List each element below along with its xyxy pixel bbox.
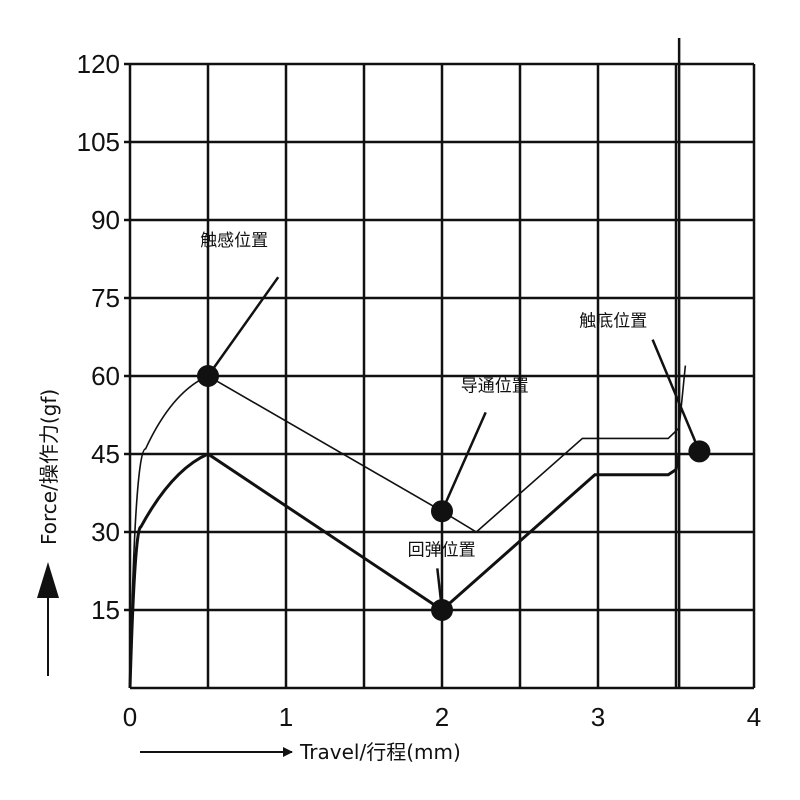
tick-labels: 0 1 2 3 4 15 30 45 60 75 90 105 120: [77, 49, 762, 732]
x-tick-label: 3: [591, 702, 605, 732]
x-tick-label: 2: [435, 702, 449, 732]
annotation-label: 触底位置: [579, 312, 647, 332]
y-tick-label: 75: [91, 283, 120, 313]
y-tick-label: 90: [91, 205, 120, 235]
force-curves: [128, 365, 687, 689]
force-curve-thin: [129, 365, 687, 689]
x-axis-title: Travel/行程(mm): [299, 740, 461, 764]
annotation-markers: [197, 365, 711, 621]
annotation-marker: [197, 365, 219, 387]
annotation-marker: [688, 440, 711, 463]
force-curve-thick: [128, 452, 681, 689]
y-tick-label: 60: [91, 361, 120, 391]
y-tick-label: 120: [77, 49, 120, 79]
annotation-leader: [651, 339, 701, 452]
annotation-label: 触感位置: [200, 231, 268, 251]
annotation-leader: [206, 276, 280, 377]
y-axis-arrowhead: [37, 562, 59, 598]
y-tick-label: 105: [77, 127, 120, 157]
annotation-marker: [431, 599, 453, 621]
y-axis-title: Force/操作力(gf): [37, 389, 61, 545]
annotation-label: 回弹位置: [408, 540, 476, 560]
grid: [124, 62, 756, 690]
annotation-label: 导通位置: [461, 377, 529, 397]
x-tick-label: 0: [123, 702, 137, 732]
annotation-leader: [440, 411, 487, 512]
x-tick-label: 4: [747, 702, 761, 732]
annotation-leaders: [206, 276, 701, 611]
y-tick-label: 15: [91, 595, 120, 625]
annotation-marker: [431, 500, 453, 523]
x-tick-label: 1: [279, 702, 293, 732]
y-tick-label: 30: [91, 517, 120, 547]
y-tick-label: 45: [91, 439, 120, 469]
